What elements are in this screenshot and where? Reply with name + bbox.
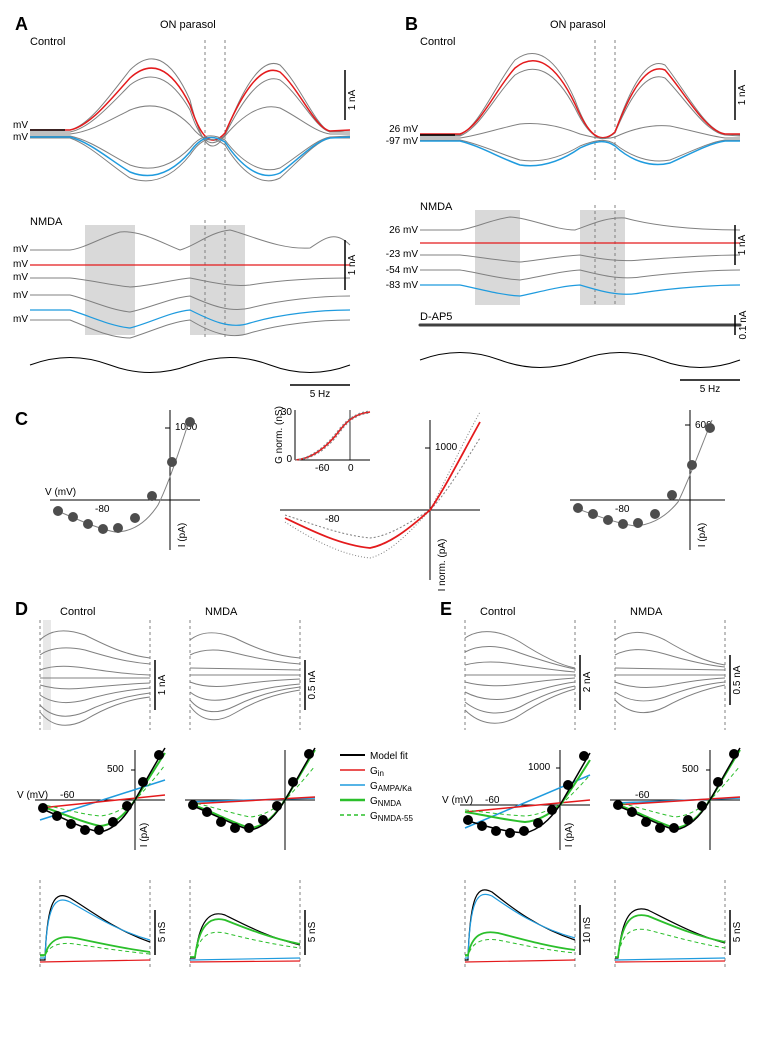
- panel-c-right-iv: -80 600 I (pA): [570, 410, 725, 550]
- c-left-xlabel: V (mV): [45, 487, 76, 498]
- a-scalebar-top: 1 nA: [347, 89, 358, 110]
- a-vlabel-26: 26 mV: [10, 120, 28, 131]
- panel-c-middle-iv: -80 1000 I norm. (pA) 30 0 -60 0 G norm.…: [274, 405, 480, 591]
- panel-d-col2-iv: [185, 748, 315, 850]
- legend-modelfit: Model fit: [370, 751, 408, 762]
- panel-c-left-iv: V (mV) -80 1000 I (pA): [45, 410, 200, 550]
- e-iv-ytick1: 1000: [528, 762, 551, 773]
- panel-d-col2-g: 5 nS: [190, 880, 318, 970]
- panel-d-label: D: [15, 599, 28, 619]
- b-scalebar-top: 1 nA: [737, 84, 748, 105]
- c-inset-y0: 0: [286, 454, 292, 465]
- d-c2-scale: 0.5 nA: [307, 670, 318, 699]
- panel-a-control-traces: 26 mV -97 mV 1 nA: [10, 40, 358, 190]
- b-vlabel-97: -97 mV: [386, 136, 419, 147]
- e-iv-xlabel: V (mV): [442, 795, 473, 806]
- c-inset-ylabel: G norm. (nS): [274, 406, 285, 464]
- panel-d-col1-traces: 1 nA: [40, 620, 168, 730]
- panel-e-col1-traces: 2 nA: [465, 620, 593, 730]
- b-nmda-v3: -83 mV: [386, 280, 419, 291]
- panel-e-col2-g: 5 nS: [615, 880, 743, 970]
- e-g1-scale: 10 nS: [582, 917, 593, 943]
- legend-gnmda: GNMDA: [370, 796, 402, 808]
- c-mid-xtick: -80: [325, 514, 340, 525]
- e-iv-xtick: -60: [485, 795, 500, 806]
- a-vlabel-97: -97 mV: [10, 132, 28, 143]
- panel-b-nmda: NMDA: [420, 201, 453, 213]
- e2-iv-ytick: 500: [682, 764, 699, 775]
- panel-e-col1: Control: [480, 606, 515, 618]
- panel-e-col2-traces: 0.5 nA: [615, 620, 743, 730]
- c-left-xtick: -80: [95, 504, 110, 515]
- panel-a-label: A: [15, 14, 28, 34]
- a-nmda-v2: -23 mV: [10, 272, 28, 283]
- panel-b-dap5-traces: 0.1 nA: [420, 310, 749, 339]
- b-scalebar-mid: 1 nA: [737, 234, 748, 255]
- panel-d-col1: Control: [60, 606, 95, 618]
- d-iv-ytick: 500: [107, 764, 124, 775]
- legend-gampa: GAMPA/Ka: [370, 781, 412, 793]
- panel-e-label: E: [440, 599, 452, 619]
- d-iv-xtick: -60: [60, 790, 75, 801]
- c-inset-x60: -60: [315, 463, 330, 474]
- d-g1-scale: 5 nS: [157, 921, 168, 942]
- panel-e-col2: NMDA: [630, 606, 663, 618]
- figure-svg: A ON parasol Control 26 mV -97 mV 1 nA N…: [10, 10, 759, 1040]
- panel-b-dap5: D-AP5: [420, 311, 452, 323]
- a-stim-label: 5 Hz: [310, 389, 331, 400]
- panel-d-col2: NMDA: [205, 606, 238, 618]
- d-iv-ylabel: I (pA): [139, 823, 150, 847]
- panel-a-title: ON parasol: [160, 19, 216, 31]
- a-nmda-v1: 1.0 mV: [10, 259, 28, 270]
- c-right-ylabel: I (pA): [697, 523, 708, 547]
- legend-gnmda55: GNMDA-55: [370, 811, 413, 823]
- panel-a-control: Control: [30, 36, 65, 48]
- b-vlabel-26: 26 mV: [389, 124, 418, 135]
- b-nmda-v2: -54 mV: [386, 265, 419, 276]
- a-scalebar-mid: 1 nA: [347, 254, 358, 275]
- panel-a-stimulus: 5 Hz: [30, 358, 350, 401]
- panel-e-col1-iv: V (mV) -60 1000 I (pA): [442, 750, 590, 850]
- panel-b-nmda-traces: 26 mV -23 mV -54 mV -83 mV 1 nA: [386, 205, 748, 305]
- legend-gin: Gin: [370, 766, 384, 778]
- b-scalebar-bot: 0.1 nA: [738, 310, 749, 339]
- panel-a-nmda-traces: 26 mV 1.0 mV -23 mV -54 mV -83 mV 1 nA: [10, 220, 358, 340]
- a-nmda-v0: 26 mV: [10, 244, 28, 255]
- panel-e-col2-iv: -60 500: [610, 748, 740, 850]
- panel-b-control: Control: [420, 36, 455, 48]
- d-iv-xlabel: V (mV): [17, 790, 48, 801]
- panel-c-label: C: [15, 409, 28, 429]
- b-nmda-v1: -23 mV: [386, 249, 419, 260]
- panel-b-title: ON parasol: [550, 19, 606, 31]
- c-mid-ytick: 1000: [435, 442, 458, 453]
- panel-d-col1-iv: V (mV) -60 500 I (pA): [17, 748, 165, 850]
- c-right-xtick: -80: [615, 504, 630, 515]
- panel-d-col2-traces: 0.5 nA: [190, 620, 318, 730]
- e2-iv-xtick: -60: [635, 790, 650, 801]
- e-iv-ylabel: I (pA): [564, 823, 575, 847]
- panel-b-label: B: [405, 14, 418, 34]
- panel-b-stimulus: 5 Hz: [420, 353, 740, 396]
- e-c1-scale: 2 nA: [582, 671, 593, 692]
- panel-d-legend: Model fit Gin GAMPA/Ka GNMDA GNMDA-55: [340, 751, 413, 823]
- a-nmda-v3: -54 mV: [10, 290, 28, 301]
- b-stim-label: 5 Hz: [700, 384, 721, 395]
- e-c2-scale: 0.5 nA: [732, 665, 743, 694]
- d-c1-scale: 1 nA: [157, 674, 168, 695]
- panel-e-col1-g: 10 nS: [465, 880, 593, 970]
- c-left-ylabel: I (pA): [177, 523, 188, 547]
- c-inset-x0: 0: [348, 463, 354, 474]
- c-mid-ylabel: I norm. (pA): [437, 539, 448, 592]
- panel-d-col1-g: 5 nS: [40, 880, 168, 970]
- b-nmda-v0: 26 mV: [389, 225, 418, 236]
- e-g2-scale: 5 nS: [732, 921, 743, 942]
- d-g2-scale: 5 nS: [307, 921, 318, 942]
- a-nmda-v4: -83 mV: [10, 314, 28, 325]
- panel-b-control-traces: 26 mV -97 mV 1 nA: [386, 40, 748, 180]
- panel-a-nmda: NMDA: [30, 216, 63, 228]
